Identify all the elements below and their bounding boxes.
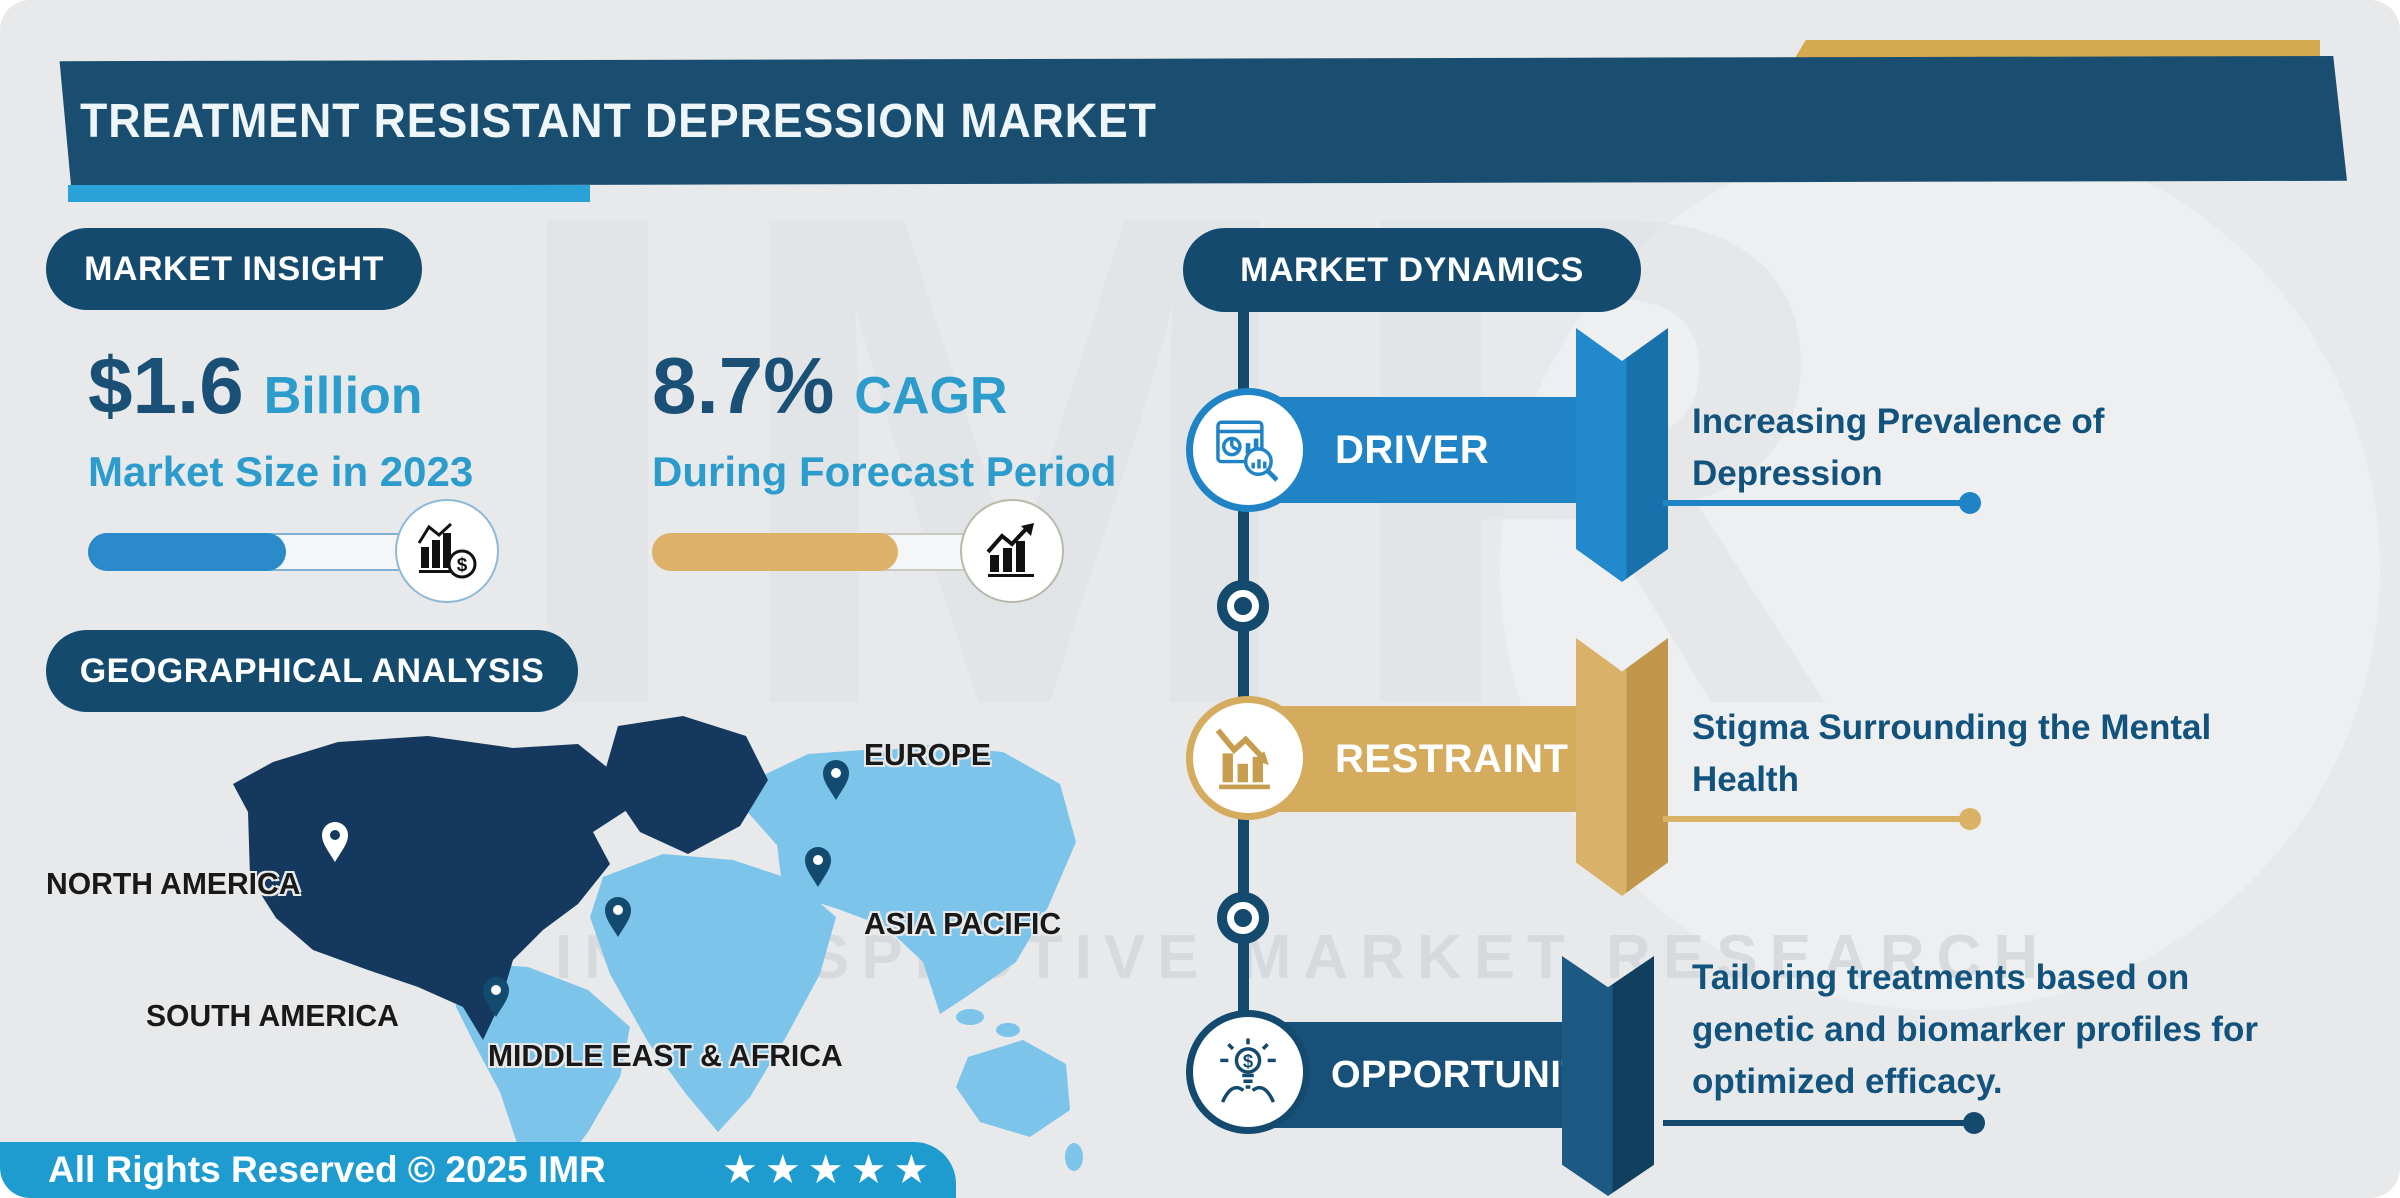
region-label-middle-east-africa: MIDDLE EAST & AFRICA xyxy=(488,1038,843,1073)
map-asia xyxy=(776,744,1076,1014)
cagr-value-row: 8.7% CAGR xyxy=(652,340,1007,432)
market-size-value-row: $1.6 Billion xyxy=(88,340,423,432)
copyright-text: All Rights Reserved © 2025 IMR xyxy=(48,1149,606,1190)
map-greenland xyxy=(603,716,768,854)
opportunity-description: Tailoring treatments based on genetic an… xyxy=(1692,952,2382,1108)
restraint-description: Stigma Surrounding the Mental Health xyxy=(1692,702,2292,806)
driver-description: Increasing Prevalence of Depression xyxy=(1692,396,2212,500)
market-size-progress-fill xyxy=(88,533,286,571)
money-chart-icon: $ xyxy=(395,499,499,603)
svg-text:$: $ xyxy=(457,555,468,576)
page-title: TREATMENT RESISTANT DEPRESSION MARKET xyxy=(80,95,1157,148)
timeline-node-dot xyxy=(1234,909,1252,927)
timeline-node-dot xyxy=(1234,597,1252,615)
region-label-europe: EUROPE xyxy=(864,737,991,772)
pin-middle-east-africa xyxy=(605,897,631,937)
opportunity-line: Tailoring treatments based on xyxy=(1692,958,2190,997)
map-island xyxy=(1065,1143,1083,1171)
geographical-analysis-badge: GEOGRAPHICAL ANALYSIS xyxy=(46,630,578,712)
restraint-line: Stigma Surrounding the Mental xyxy=(1692,708,2212,747)
opportunity-ribbon-arrow xyxy=(1562,956,1654,1196)
opportunity-underline xyxy=(1663,1112,1985,1134)
driver-line: Depression xyxy=(1692,454,1883,493)
region-label-asia-pacific: ASIA PACIFIC xyxy=(864,906,1062,941)
cagr-value: 8.7% xyxy=(652,341,835,430)
timeline-node xyxy=(1217,580,1269,632)
world-map xyxy=(233,716,1083,1186)
restraint-underline xyxy=(1663,808,1981,830)
cagr-progress-fill xyxy=(652,533,898,571)
map-island xyxy=(956,1009,984,1025)
rating-stars: ★★★★★ xyxy=(722,1148,937,1192)
timeline-node xyxy=(1217,892,1269,944)
driver-analytics-icon xyxy=(1186,388,1310,512)
market-dynamics-badge: MARKET DYNAMICS xyxy=(1183,228,1641,312)
restraint-line: Health xyxy=(1692,760,1799,799)
restraint-ribbon-arrow xyxy=(1576,638,1668,896)
blue-accent-bar xyxy=(68,185,590,202)
driver-line: Increasing Prevalence of xyxy=(1692,402,2105,441)
opportunity-idea-icon: $ xyxy=(1186,1010,1310,1134)
restraint-decline-chart-icon xyxy=(1186,696,1310,820)
svg-text:$: $ xyxy=(1243,1050,1254,1071)
market-size-value: $1.6 xyxy=(88,341,244,430)
opportunity-line: optimized efficacy. xyxy=(1692,1062,2003,1101)
opportunity-line: genetic and biomarker profiles for xyxy=(1692,1010,2258,1049)
market-size-caption: Market Size in 2023 xyxy=(88,448,474,495)
cagr-caption: During Forecast Period xyxy=(652,448,1117,495)
market-size-unit: Billion xyxy=(263,367,423,425)
map-island xyxy=(996,1023,1020,1037)
driver-ribbon-arrow xyxy=(1576,328,1668,582)
map-africa xyxy=(590,854,836,1132)
title-banner: TREATMENT RESISTANT DEPRESSION MARKET xyxy=(59,56,2347,186)
map-south-america xyxy=(456,962,630,1186)
market-insight-badge: MARKET INSIGHT xyxy=(46,228,422,310)
pin-south-america xyxy=(483,977,509,1017)
footer-bar: All Rights Reserved © 2025 IMR ★★★★★ xyxy=(0,1142,956,1198)
map-north-america xyxy=(233,736,630,1040)
growth-chart-icon xyxy=(960,499,1064,603)
dynamics-timeline xyxy=(1238,300,1249,1032)
pin-north-america xyxy=(322,822,348,862)
pin-europe xyxy=(823,760,849,800)
cagr-unit: CAGR xyxy=(854,367,1008,425)
map-australia xyxy=(956,1040,1070,1137)
pin-asia-pacific xyxy=(805,847,831,887)
region-label-north-america: NORTH AMERICA xyxy=(46,866,301,901)
driver-underline xyxy=(1663,492,1981,514)
region-label-south-america: SOUTH AMERICA xyxy=(146,998,399,1033)
